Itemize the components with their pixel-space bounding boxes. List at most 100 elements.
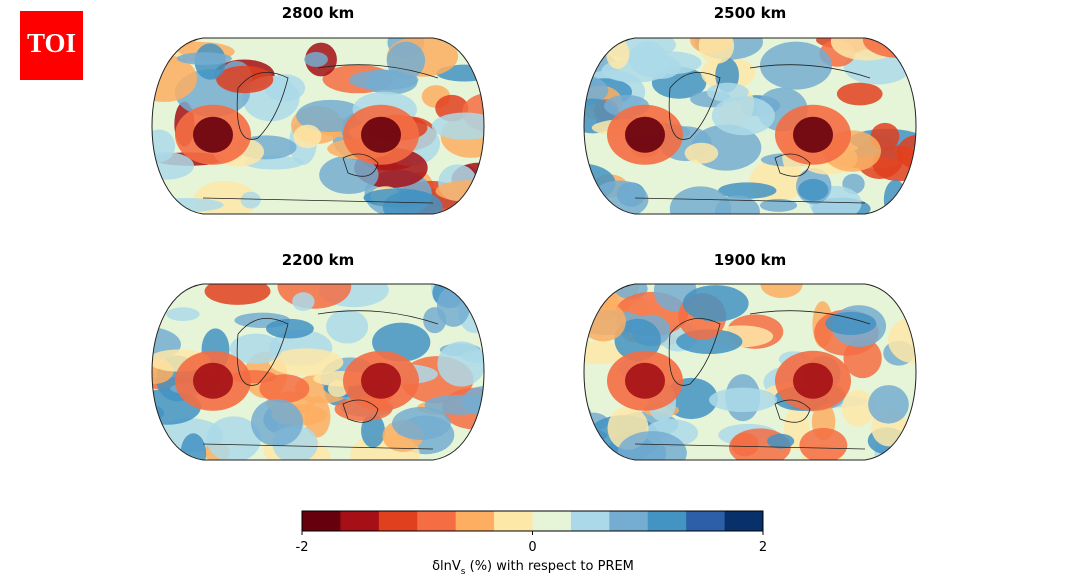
anomaly bbox=[180, 433, 207, 460]
coastline bbox=[634, 310, 871, 450]
anomaly bbox=[204, 284, 271, 305]
anomaly bbox=[152, 361, 155, 391]
panel-title: 2500 km bbox=[714, 4, 787, 22]
anomaly bbox=[711, 96, 775, 136]
map-border bbox=[151, 37, 485, 215]
anomaly bbox=[304, 395, 331, 438]
tick-label: -2 bbox=[296, 540, 309, 555]
map-field bbox=[152, 284, 484, 460]
anomaly bbox=[883, 447, 916, 460]
logo: TOI bbox=[27, 28, 76, 58]
anomaly bbox=[798, 178, 829, 201]
anomaly bbox=[669, 186, 732, 214]
anomaly bbox=[152, 197, 224, 212]
anomaly bbox=[640, 55, 681, 80]
anomaly bbox=[250, 398, 303, 447]
anomaly bbox=[361, 116, 401, 153]
colorbar-segment bbox=[494, 511, 533, 531]
anomaly bbox=[176, 52, 232, 65]
anomaly bbox=[292, 292, 315, 311]
logo-box bbox=[20, 11, 83, 80]
anomaly bbox=[229, 333, 283, 364]
anomaly bbox=[625, 362, 665, 399]
anomaly bbox=[435, 180, 484, 203]
anomaly bbox=[706, 82, 749, 102]
anomaly bbox=[293, 124, 322, 149]
map-border bbox=[151, 283, 485, 461]
anomaly bbox=[437, 341, 484, 387]
tick-label: 0 bbox=[528, 540, 536, 555]
anomaly bbox=[206, 416, 261, 460]
anomaly bbox=[868, 385, 909, 424]
anomaly bbox=[458, 202, 484, 214]
anomaly bbox=[708, 387, 778, 412]
anomaly bbox=[431, 112, 484, 140]
anomaly bbox=[584, 402, 593, 437]
anomaly bbox=[759, 198, 798, 212]
map-border bbox=[583, 283, 917, 461]
colorbar-segment bbox=[609, 511, 649, 531]
anomaly bbox=[843, 338, 882, 379]
anomaly bbox=[617, 431, 687, 460]
anomaly bbox=[424, 394, 484, 415]
colorbar-segment bbox=[302, 511, 341, 531]
panel-title: 1900 km bbox=[714, 251, 787, 269]
anomaly bbox=[392, 406, 451, 440]
anomaly bbox=[682, 285, 749, 322]
anomaly bbox=[883, 179, 907, 214]
label-main: δlnV bbox=[432, 559, 461, 574]
colorbar-segment bbox=[455, 511, 495, 531]
anomaly bbox=[240, 191, 261, 209]
anomaly bbox=[793, 362, 833, 399]
anomaly bbox=[326, 309, 369, 344]
anomaly bbox=[718, 182, 777, 199]
coastline bbox=[202, 310, 439, 450]
colorbar-segment bbox=[417, 511, 457, 531]
anomaly bbox=[216, 65, 274, 94]
colorbar-segment bbox=[570, 511, 610, 531]
anomaly bbox=[793, 116, 833, 153]
panel-title: 2200 km bbox=[282, 251, 355, 269]
map-border bbox=[583, 37, 917, 215]
anomaly bbox=[590, 180, 649, 214]
anomaly bbox=[382, 190, 443, 214]
label-rest: (%) with respect to PREM bbox=[465, 559, 633, 574]
anomaly bbox=[584, 74, 609, 107]
anomaly bbox=[152, 152, 195, 180]
anomaly bbox=[193, 116, 233, 153]
coastline bbox=[202, 64, 439, 204]
colorbar-segment bbox=[647, 511, 687, 531]
anomaly bbox=[584, 301, 626, 342]
anomaly bbox=[319, 155, 379, 195]
colorbar-segment bbox=[532, 511, 572, 531]
panel-title: 2800 km bbox=[282, 4, 355, 22]
anomaly bbox=[259, 374, 310, 403]
anomaly bbox=[584, 293, 602, 314]
colorbar-label: δlnVs (%) with respect to PREM bbox=[432, 559, 634, 577]
anomaly bbox=[614, 318, 661, 361]
anomaly bbox=[193, 362, 233, 399]
anomaly bbox=[799, 427, 848, 460]
anomaly bbox=[584, 341, 627, 365]
anomaly bbox=[606, 38, 630, 69]
coastline bbox=[634, 64, 871, 204]
colorbar-segment bbox=[378, 511, 418, 531]
colorbar-segment bbox=[340, 511, 380, 531]
tick-label: 2 bbox=[759, 540, 767, 555]
anomaly bbox=[759, 41, 833, 90]
anomaly bbox=[361, 362, 401, 399]
anomaly bbox=[459, 192, 484, 214]
anomaly bbox=[152, 38, 197, 49]
anomaly bbox=[304, 52, 328, 67]
anomaly bbox=[166, 307, 200, 322]
label-sub: s bbox=[461, 567, 466, 577]
map-field bbox=[152, 38, 484, 214]
anomaly bbox=[887, 316, 916, 364]
anomaly bbox=[836, 82, 883, 106]
anomaly bbox=[386, 41, 426, 80]
anomaly bbox=[684, 142, 719, 164]
colorbar-segment bbox=[686, 511, 726, 531]
anomaly bbox=[909, 444, 916, 460]
anomaly bbox=[825, 311, 877, 336]
